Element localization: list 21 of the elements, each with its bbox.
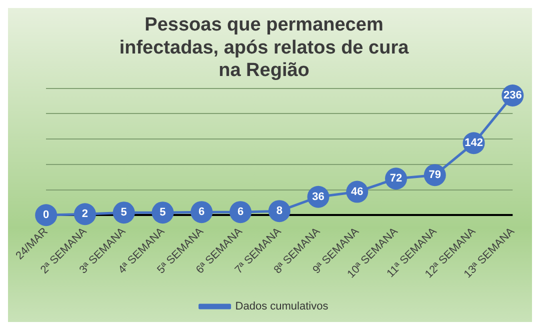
- point: [74, 203, 96, 226]
- point: [152, 202, 174, 224]
- data-label: 0: [43, 209, 50, 222]
- data-label: 72: [390, 172, 402, 185]
- data-label: 46: [351, 186, 364, 198]
- data-label: 36: [312, 190, 324, 203]
- point: [190, 201, 213, 224]
- point: [112, 202, 135, 224]
- data-label: 6: [198, 206, 205, 218]
- point: [230, 201, 252, 224]
- data-label: 79: [428, 169, 442, 182]
- data-label: 142: [464, 137, 483, 150]
- legend-label: Dados cumulativos: [235, 300, 329, 313]
- data-label: 8: [276, 205, 282, 218]
- chart-title: Pessoas que permanecem infectadas, após relatos de cura na Região: [119, 14, 410, 82]
- data-label: 5: [160, 206, 166, 219]
- data-label: 6: [237, 206, 244, 218]
- data-label: 236: [503, 90, 522, 102]
- data-label: 2: [82, 208, 88, 220]
- point: [35, 204, 58, 226]
- data-label: 5: [120, 206, 127, 219]
